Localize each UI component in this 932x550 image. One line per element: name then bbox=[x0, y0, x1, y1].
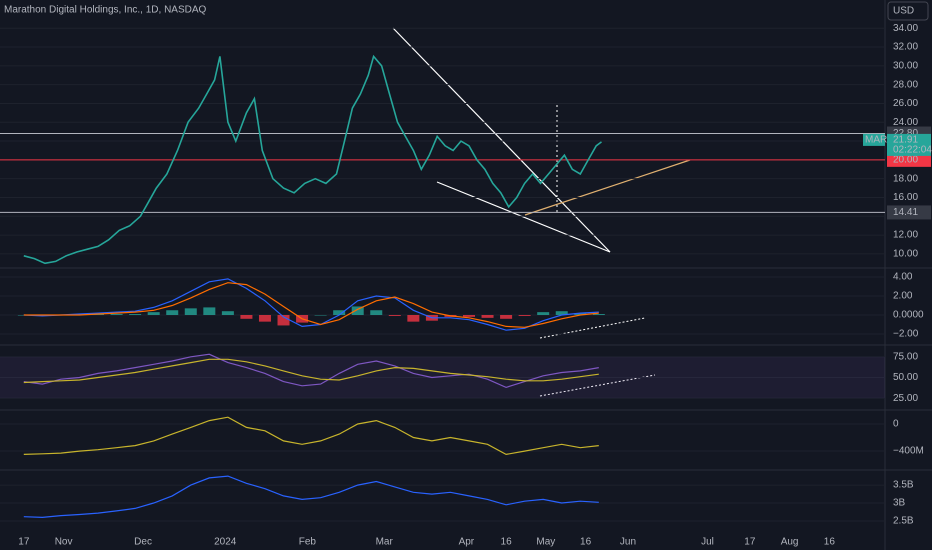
y-tick-label: 50.00 bbox=[893, 372, 918, 383]
symbol-label: MARA bbox=[865, 135, 894, 146]
y-tick-label: 2.5B bbox=[893, 516, 914, 527]
series-line bbox=[23, 358, 599, 384]
series-group bbox=[17, 278, 605, 331]
y-tick-label: 16.00 bbox=[893, 192, 918, 203]
histogram-bar bbox=[147, 312, 160, 315]
y-tick-label: 12.00 bbox=[893, 230, 918, 241]
histogram-bar bbox=[518, 314, 531, 316]
series-group bbox=[23, 416, 599, 456]
y-tick-label: 34.00 bbox=[893, 23, 918, 34]
y-tick-label: 10.00 bbox=[893, 249, 918, 260]
divergence-line bbox=[539, 374, 656, 397]
y-tick-label: 18.00 bbox=[893, 173, 918, 184]
last-price-box bbox=[887, 133, 931, 156]
histogram-bar bbox=[333, 310, 346, 315]
y-tick-label: 25.00 bbox=[893, 393, 918, 404]
y-tick-label: −2.00 bbox=[893, 329, 919, 340]
x-tick-label: Jun bbox=[620, 537, 636, 548]
x-tick-label: 2024 bbox=[214, 537, 237, 548]
level-label: 22.80 bbox=[893, 128, 918, 139]
y-tick-label: 28.00 bbox=[893, 79, 918, 90]
last-price-label: 21.91 bbox=[893, 135, 918, 146]
currency: USD bbox=[893, 6, 914, 17]
y-tick-label: 3.5B bbox=[893, 480, 914, 491]
histogram-bar bbox=[240, 314, 253, 319]
x-tick-label: Mar bbox=[376, 537, 394, 548]
y-tick-label: −400M bbox=[893, 446, 924, 457]
y-tick-label: 30.00 bbox=[893, 60, 918, 71]
histogram-bar bbox=[500, 314, 513, 319]
histogram-bar bbox=[314, 314, 327, 316]
histogram-bar bbox=[555, 311, 568, 315]
y-tick-label: 32.00 bbox=[893, 42, 918, 53]
histogram-bar bbox=[129, 314, 142, 315]
histogram-bar bbox=[407, 314, 420, 322]
histogram-bar bbox=[351, 306, 364, 315]
histogram-bar bbox=[388, 314, 401, 316]
chart-title: Marathon Digital Holdings, Inc., 1D, NAS… bbox=[4, 5, 207, 16]
histogram-bar bbox=[537, 312, 550, 315]
level-label-box bbox=[887, 152, 931, 167]
x-tick-label: Aug bbox=[781, 537, 799, 548]
x-tick-label: 16 bbox=[501, 537, 513, 548]
level-label-box bbox=[887, 205, 931, 220]
histogram-bar bbox=[166, 310, 179, 315]
histogram-bar bbox=[221, 311, 234, 315]
x-tick-label: Dec bbox=[134, 537, 152, 548]
series-group bbox=[23, 475, 599, 519]
x-tick-label: 17 bbox=[18, 537, 30, 548]
x-tick-label: May bbox=[536, 537, 555, 548]
y-tick-label: 0 bbox=[893, 419, 899, 430]
series-line bbox=[23, 54, 602, 265]
x-tick-label: 17 bbox=[744, 537, 756, 548]
histogram-bar bbox=[481, 314, 494, 318]
y-tick-label: 75.00 bbox=[893, 351, 918, 362]
series-line bbox=[23, 416, 599, 456]
y-tick-label: 0.0000 bbox=[893, 310, 924, 321]
series-line bbox=[23, 475, 599, 519]
histogram-bar bbox=[574, 313, 587, 315]
x-tick-label: Nov bbox=[55, 537, 73, 548]
histogram-bar bbox=[184, 308, 197, 315]
y-tick-label: 24.00 bbox=[893, 117, 918, 128]
currency-box[interactable] bbox=[887, 1, 929, 21]
x-tick-label: 16 bbox=[824, 537, 836, 548]
countdown: 02:22:04 bbox=[893, 145, 932, 156]
histogram-bar bbox=[277, 314, 290, 326]
series-group bbox=[23, 353, 599, 389]
trend-line bbox=[436, 181, 611, 253]
histogram-bar bbox=[203, 307, 216, 315]
y-tick-label: 2.00 bbox=[893, 291, 913, 302]
x-tick-label: Feb bbox=[299, 537, 317, 548]
histogram-bar bbox=[110, 314, 123, 315]
series-group bbox=[23, 54, 602, 265]
histogram-bar bbox=[370, 310, 383, 315]
series-line bbox=[23, 278, 599, 331]
x-tick-label: Apr bbox=[459, 537, 475, 548]
level-label: 20.00 bbox=[893, 155, 918, 166]
trend-line bbox=[524, 159, 691, 216]
x-tick-label: 16 bbox=[580, 537, 592, 548]
y-tick-label: 3B bbox=[893, 498, 906, 509]
histogram-bar bbox=[462, 314, 475, 317]
level-label: 14.41 bbox=[893, 207, 918, 218]
symbol-box bbox=[863, 133, 885, 146]
series-line bbox=[23, 282, 599, 328]
series-line bbox=[23, 353, 599, 389]
histogram-bar bbox=[258, 314, 271, 322]
x-tick-label: Jul bbox=[701, 537, 714, 548]
rsi-band bbox=[0, 356, 885, 399]
histogram-bar bbox=[592, 314, 605, 315]
y-tick-label: 26.00 bbox=[893, 98, 918, 109]
y-tick-label: 4.00 bbox=[893, 272, 913, 283]
divergence-line bbox=[539, 317, 646, 339]
